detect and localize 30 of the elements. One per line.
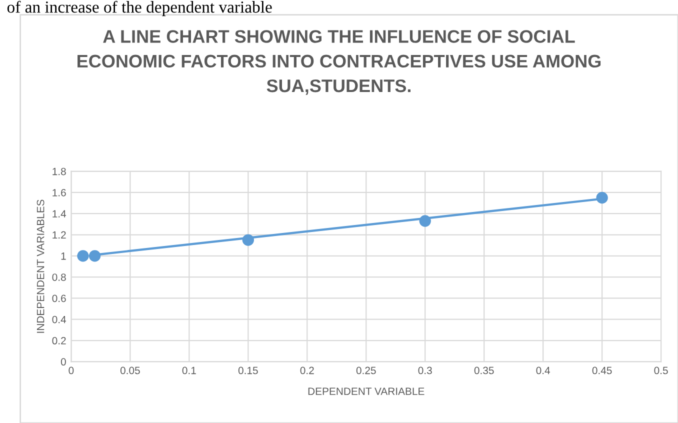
y-tick-label: 1.6 <box>52 188 66 196</box>
y-tick-label: 1.8 <box>52 168 66 176</box>
x-tick-label: 0.05 <box>120 366 140 374</box>
x-tick-label: 0.3 <box>418 366 432 374</box>
y-tick-label: 0.8 <box>52 274 66 281</box>
point <box>419 215 431 227</box>
y-tick-label: 0 <box>60 358 66 366</box>
y-tick-label: 0.6 <box>52 294 66 302</box>
y-tick-label: 0.2 <box>52 337 66 344</box>
text: of an increase of the dependent variable <box>7 0 272 16</box>
point <box>77 250 89 262</box>
chart-title: A LINE CHART SHOWING THE INFLUENCE OF SOCIAL ECONOMIC FACTORS INTO CONTRACEPTIVES USE AMONG SUA,STUDENTS. <box>78 30 601 95</box>
y-tick-label: 0.4 <box>52 316 66 324</box>
y-tick-label: 1.4 <box>52 210 66 218</box>
point <box>596 192 608 204</box>
x-tick-label: 0.4 <box>536 366 550 374</box>
point <box>88 250 101 262</box>
y-axis-title: INDEPENDENT VARIABLES <box>36 200 44 333</box>
x-tick-label: 0.2 <box>300 366 314 374</box>
x-tick-label: 0.35 <box>474 366 494 374</box>
x-tick-label: 0.45 <box>592 366 612 374</box>
y-tick-label: 1.2 <box>52 231 66 239</box>
y-tick-label: 1 <box>61 252 66 260</box>
point <box>242 234 254 246</box>
x-tick-label: 0 <box>68 366 74 374</box>
x-tick-label: 0.15 <box>238 366 258 374</box>
x-axis-title: DEPENDENT VARIABLE <box>308 388 424 395</box>
x-tick-label: 0.25 <box>356 366 376 374</box>
x-tick-label: 0.5 <box>654 366 668 374</box>
x-tick-label: 0.1 <box>182 366 196 374</box>
